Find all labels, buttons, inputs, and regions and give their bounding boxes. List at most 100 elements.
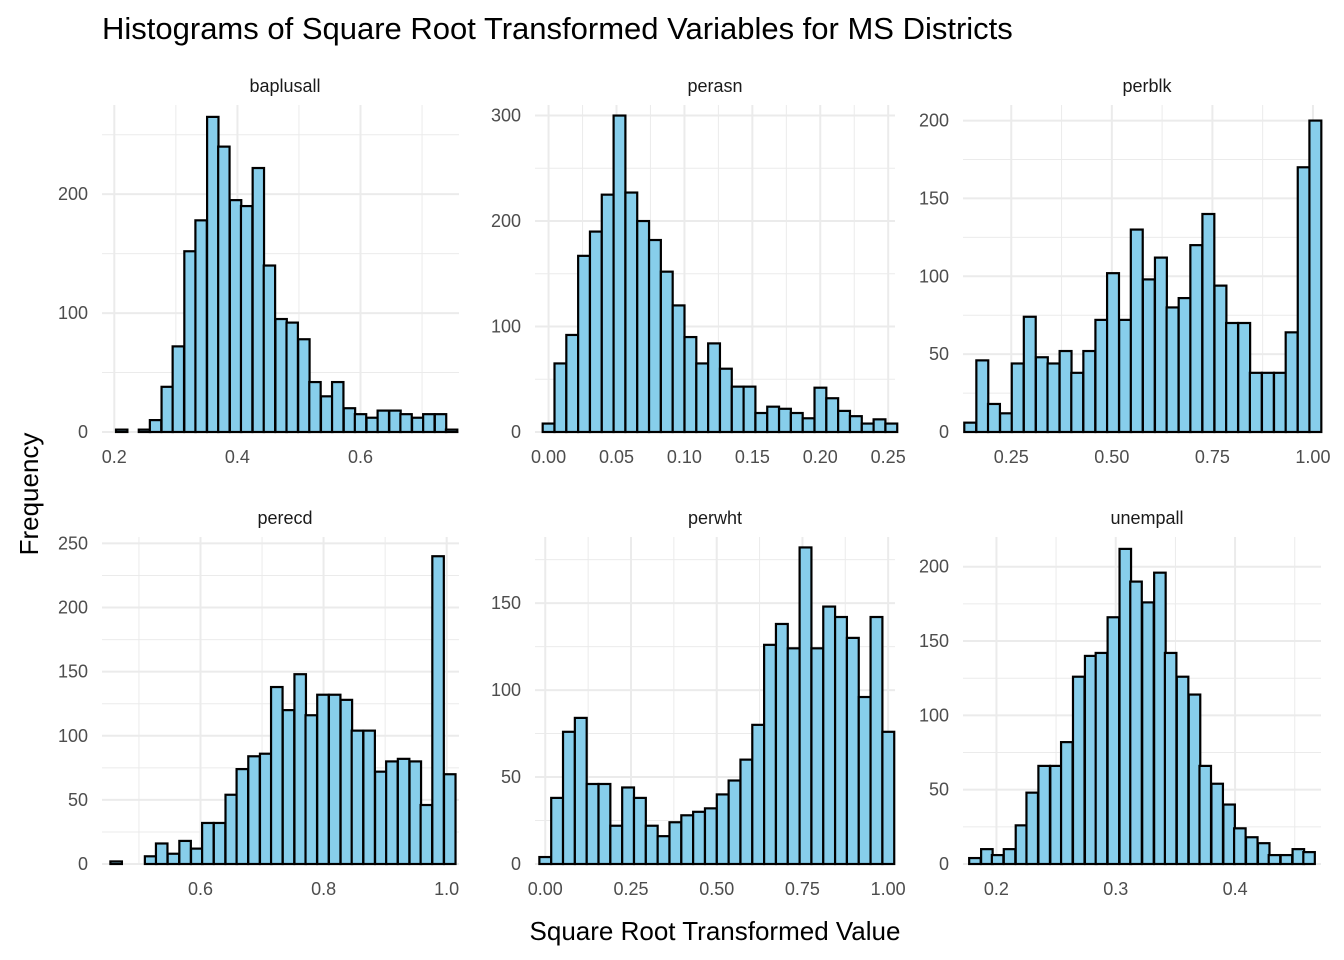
y-tick-label: 0 [78, 422, 88, 442]
histogram-bar [109, 860, 124, 866]
histogram-bar [1279, 853, 1294, 866]
x-tick-label: 0.4 [1223, 879, 1248, 899]
histogram-bar [692, 810, 707, 866]
histogram-bar [1272, 371, 1288, 434]
histogram-bar [1070, 371, 1085, 434]
histogram-bar [577, 254, 592, 434]
x-tick-label: 0.3 [1103, 879, 1128, 899]
facet-strip-label: perblk [1122, 76, 1172, 96]
histogram-bar [963, 421, 978, 434]
histogram-bar [730, 385, 745, 434]
histogram-bar [715, 793, 730, 866]
x-tick-label: 0.50 [699, 879, 734, 899]
x-tick-label: 0.10 [667, 447, 702, 467]
histogram-bar [1094, 318, 1109, 434]
y-tick-label: 0 [511, 422, 521, 442]
facet-strip-label: unempall [1110, 508, 1183, 528]
histogram-bar [1213, 284, 1228, 434]
histogram-bar [431, 555, 445, 866]
histogram-bar [304, 714, 319, 866]
histogram-bar [114, 428, 129, 434]
histogram-bar [986, 402, 1002, 434]
histogram-bar [588, 230, 603, 434]
y-tick-label: 100 [491, 680, 521, 700]
histogram-bar [1153, 256, 1168, 434]
histogram-bar [1260, 371, 1275, 434]
histogram-bar [201, 821, 215, 866]
y-tick-label: 50 [68, 790, 88, 810]
y-tick-label: 0 [939, 422, 949, 442]
histogram-bar [1106, 616, 1121, 866]
y-tick-label: 0 [78, 854, 88, 874]
x-tick-label: 1.00 [1295, 447, 1330, 467]
histogram-bar [422, 413, 436, 434]
y-tick-label: 150 [919, 631, 949, 651]
histogram-bar [327, 693, 342, 866]
histogram-bar [224, 793, 239, 866]
facet-perwht: 0 50 100 150 0.00 0.25 0.50 0.75 1.00 perwht [491, 508, 906, 899]
x-tick-label: 0.50 [1094, 447, 1129, 467]
histogram-bar [285, 321, 299, 434]
histogram-bar [833, 615, 849, 866]
histogram-bar [754, 411, 769, 434]
histogram-bar [810, 647, 825, 866]
histogram-bar [1210, 782, 1225, 866]
histogram-bar [373, 770, 388, 866]
histogram-bar [612, 114, 627, 434]
histogram-bar [621, 786, 636, 866]
histogram-bar [825, 397, 840, 434]
histogram-bar [376, 409, 391, 434]
y-tick-label: 0 [511, 854, 521, 874]
histogram-bar [766, 405, 781, 434]
histogram-bar [1002, 848, 1017, 866]
histogram-bar [1244, 836, 1259, 866]
histogram-bar [316, 693, 330, 866]
histogram-bar [433, 413, 448, 434]
x-tick-label: 1.00 [871, 879, 906, 899]
facet-perblk: 0 50 100 150 200 0.25 0.50 0.75 1.00 perblk [919, 76, 1331, 467]
histogram-bar [350, 729, 365, 866]
y-tick-label: 150 [919, 188, 949, 208]
x-tick-label: 0.25 [613, 879, 648, 899]
y-tick-label: 50 [501, 767, 521, 787]
histogram-bar [1302, 851, 1316, 866]
histogram-bar [410, 416, 425, 434]
histogram-bar [353, 413, 368, 434]
histogram-bar [1177, 296, 1192, 434]
histogram-bar [1198, 764, 1213, 866]
histogram-bar [1163, 651, 1178, 866]
histogram-bar [293, 673, 308, 866]
histogram-bar [1267, 853, 1282, 866]
x-tick-label: 0.2 [102, 447, 127, 467]
histogram-bar [1284, 331, 1299, 434]
histogram-bar [1094, 651, 1109, 866]
histogram-bar [872, 418, 887, 434]
histogram-bar [1118, 318, 1133, 434]
histogram-bar [274, 317, 288, 434]
histogram-bar [647, 238, 662, 434]
histogram-bar [217, 145, 231, 434]
x-tick-label: 0.25 [994, 447, 1029, 467]
histogram-bar [774, 622, 789, 866]
x-tick-label: 0.15 [735, 447, 770, 467]
histogram-bar [154, 842, 169, 866]
histogram-bar [1165, 306, 1180, 434]
y-tick-label: 200 [58, 184, 88, 204]
histogram-bar [1232, 827, 1247, 866]
histogram-bar [968, 856, 982, 866]
histogram-bar [365, 416, 380, 434]
histogram-bar [148, 419, 163, 434]
histogram-bar [703, 807, 718, 866]
histogram-bar [1256, 842, 1271, 866]
facet-unempall: 0 50 100 150 200 0.2 0.3 0.4 unempall [919, 508, 1321, 899]
x-tick-label: 0.00 [531, 447, 566, 467]
histogram-bar [212, 821, 227, 866]
x-tick-label: 0.00 [528, 879, 563, 899]
histogram-bar [419, 803, 434, 866]
histogram-bar [178, 839, 192, 866]
histogram-bar [189, 847, 204, 866]
histogram-bar [707, 342, 722, 434]
histogram-bar [194, 219, 208, 434]
histogram-bar [786, 647, 801, 866]
y-tick-label: 150 [491, 593, 521, 613]
